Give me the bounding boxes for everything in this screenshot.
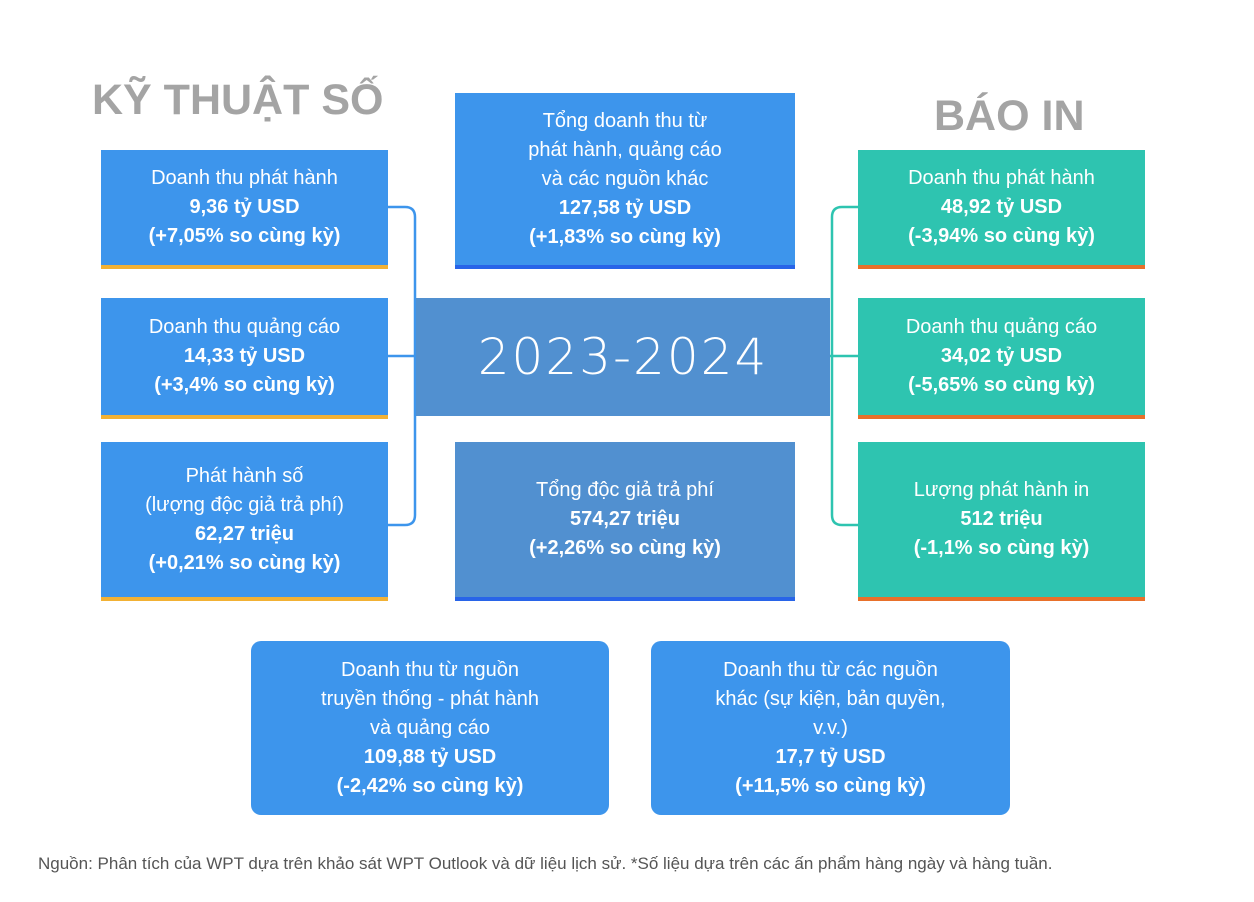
digital-heading: KỸ THUẬT SỐ — [92, 76, 384, 124]
digital-connector — [388, 205, 417, 527]
box-change: (-5,65% so cùng kỳ) — [908, 374, 1095, 396]
digital-ad-revenue-box: Doanh thu quảng cáo 14,33 tỷ USD (+3,4% … — [101, 298, 388, 419]
box-label: Doanh thu phát hành — [908, 167, 1095, 189]
traditional-revenue-box: Doanh thu từ nguồn truyền thống - phát h… — [251, 641, 609, 815]
digital-circulation-revenue-box: Doanh thu phát hành 9,36 tỷ USD (+7,05% … — [101, 150, 388, 269]
print-circulation-box: Lượng phát hành in 512 triệu (-1,1% so c… — [858, 442, 1145, 601]
box-label: (lượng độc giả trả phí) — [145, 493, 344, 516]
box-label: Doanh thu từ nguồn — [341, 658, 519, 681]
box-label: truyền thống - phát hành — [321, 687, 539, 710]
print-connector — [830, 205, 858, 527]
print-ad-revenue-box: Doanh thu quảng cáo 34,02 tỷ USD (-5,65%… — [858, 298, 1145, 419]
box-label: khác (sự kiện, bản quyền, — [715, 687, 946, 710]
box-value: 17,7 tỷ USD — [775, 745, 886, 768]
total-revenue-box: Tổng doanh thu từ phát hành, quảng cáo v… — [455, 93, 795, 269]
box-change: (-3,94% so cùng kỳ) — [908, 225, 1095, 247]
box-label: Lượng phát hành in — [913, 479, 1090, 501]
box-change: (+2,26% so cùng kỳ) — [529, 537, 721, 559]
box-label: và quảng cáo — [369, 716, 491, 739]
print-circulation-revenue-box: Doanh thu phát hành 48,92 tỷ USD (-3,94%… — [858, 150, 1145, 269]
box-label: Phát hành số — [185, 464, 304, 487]
box-change: (+11,5% so cùng kỳ) — [735, 774, 926, 797]
box-label: Doanh thu từ các nguồn — [723, 658, 938, 681]
box-label: Tổng độc giả trả phí — [536, 479, 714, 501]
box-value: 9,36 tỷ USD — [189, 196, 300, 218]
print-heading: BÁO IN — [934, 92, 1085, 140]
box-label: v.v.) — [813, 716, 848, 739]
box-label: Doanh thu phát hành — [151, 167, 338, 189]
source-footnote: Nguồn: Phân tích của WPT dựa trên khảo s… — [38, 854, 1053, 873]
year-band: 2023-2024 — [416, 298, 830, 416]
box-change: (-2,42% so cùng kỳ) — [336, 774, 524, 797]
box-value: 127,58 tỷ USD — [558, 196, 692, 219]
box-label: Tổng doanh thu từ — [542, 109, 708, 132]
other-revenue-box: Doanh thu từ các nguồn khác (sự kiện, bả… — [651, 641, 1010, 815]
box-value: 14,33 tỷ USD — [183, 345, 306, 367]
box-value: 574,27 triệu — [569, 508, 681, 530]
box-label: Doanh thu quảng cáo — [148, 316, 341, 338]
box-change: (+1,83% so cùng kỳ) — [529, 225, 721, 248]
box-value: 109,88 tỷ USD — [363, 745, 497, 768]
box-change: (-1,1% so cùng kỳ) — [913, 537, 1090, 559]
box-label: Doanh thu quảng cáo — [905, 316, 1098, 338]
box-change: (+7,05% so cùng kỳ) — [148, 225, 341, 247]
digital-subscriptions-box: Phát hành số (lượng độc giả trả phí) 62,… — [101, 442, 388, 601]
box-change: (+0,21% so cùng kỳ) — [148, 551, 341, 574]
paid-readers-box: Tổng độc giả trả phí 574,27 triệu (+2,26… — [455, 442, 795, 601]
box-value: 62,27 triệu — [195, 522, 294, 545]
box-change: (+3,4% so cùng kỳ) — [154, 374, 335, 396]
box-label: và các nguồn khác — [541, 167, 709, 190]
box-value: 512 triệu — [960, 508, 1043, 530]
box-label: phát hành, quảng cáo — [528, 138, 722, 161]
box-value: 34,02 tỷ USD — [940, 345, 1063, 367]
box-value: 48,92 tỷ USD — [940, 196, 1063, 218]
year-label: 2023-2024 — [477, 328, 769, 386]
